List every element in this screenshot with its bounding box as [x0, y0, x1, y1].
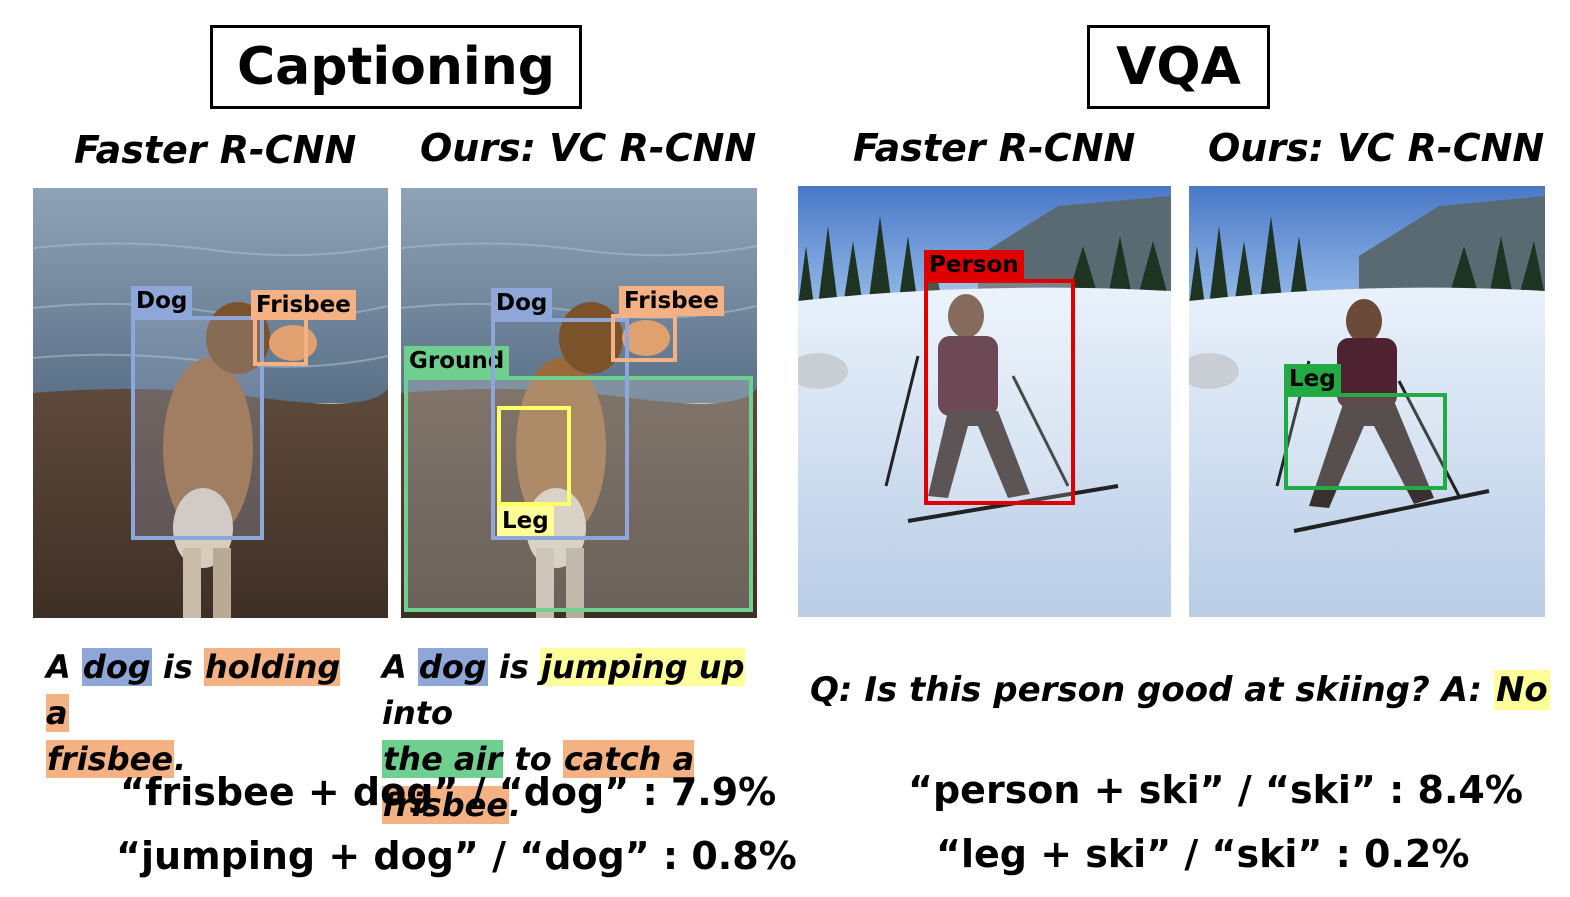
faster-rcnn-caption: A dog is holding a frisbee. [46, 644, 366, 782]
caption-highlight-frisbee: frisbee [46, 740, 175, 778]
vqa-title: VQA [1087, 25, 1270, 109]
captioning-right-method: Ours: VC R-CNN [420, 126, 757, 170]
caption-word: . [174, 740, 187, 778]
captioning-left-method: Faster R-CNN [74, 128, 357, 172]
leg-bbox-label: Leg [1284, 364, 1341, 394]
caption-highlight-jumping: jumping up [540, 648, 746, 686]
leg-bbox [497, 406, 571, 506]
frisbee-bbox [253, 316, 308, 366]
caption-word: is [151, 648, 204, 686]
dog-photo-vc-rcnn: Ground Dog Frisbee Leg [401, 188, 757, 618]
leg-bbox [1284, 393, 1447, 490]
ski-photo-faster-rcnn: Person [798, 186, 1171, 617]
caption-highlight-dog: dog [417, 648, 488, 686]
dog-bbox-label: Dog [491, 288, 553, 318]
caption-word: A [382, 648, 418, 686]
caption-word: is [487, 648, 540, 686]
ski-photo-vc-rcnn: Leg [1189, 186, 1545, 617]
caption-word: into [382, 694, 454, 732]
vqa-question-answer: Q: Is this person good at skiing? A: No [810, 665, 1550, 715]
vqa-answer: No [1493, 670, 1550, 710]
frisbee-bbox-label: Frisbee [251, 290, 356, 320]
ground-bbox [404, 376, 753, 612]
captioning-stat-1: “frisbee + dog” / “dog” : 7.9% [120, 770, 777, 814]
dog-bbox [491, 318, 629, 540]
frisbee-bbox [611, 314, 677, 362]
caption-word: to [503, 740, 563, 778]
vqa-stat-2: “leg + ski” / “ski” : 0.2% [936, 832, 1470, 876]
vqa-question: Q: Is this person good at skiing? A: [810, 670, 1494, 710]
captioning-title: Captioning [210, 25, 582, 109]
caption-highlight-air: the air [382, 740, 504, 778]
caption-highlight-dog: dog [81, 648, 152, 686]
captioning-stat-2: “jumping + dog” / “dog” : 0.8% [116, 834, 797, 878]
caption-word: . [509, 786, 522, 824]
vqa-left-method: Faster R-CNN [853, 126, 1136, 170]
vqa-stat-1: “person + ski” / “ski” : 8.4% [908, 768, 1523, 812]
dog-bbox-label: Dog [131, 286, 193, 316]
dog-bbox [131, 316, 264, 540]
caption-word: A [46, 648, 82, 686]
dog-photo-faster-rcnn: Dog Frisbee [33, 188, 388, 618]
leg-bbox-label: Leg [497, 506, 554, 536]
vc-rcnn-caption: A dog is jumping up into the air to catch… [382, 644, 802, 828]
person-bbox [924, 279, 1075, 505]
frisbee-bbox-label: Frisbee [619, 286, 724, 316]
vqa-right-method: Ours: VC R-CNN [1208, 126, 1545, 170]
person-bbox-label: Person [924, 250, 1024, 280]
